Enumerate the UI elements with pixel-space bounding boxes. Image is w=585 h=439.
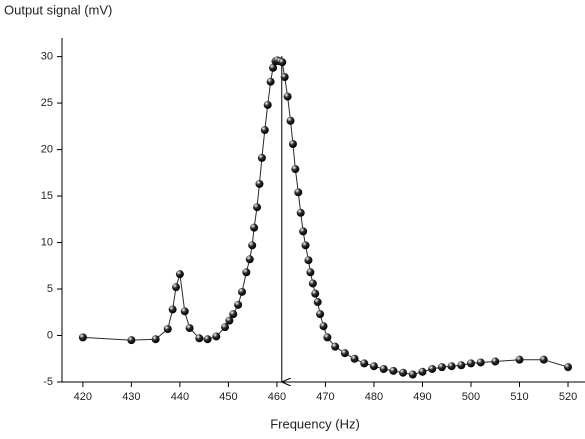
data-point	[78, 333, 87, 342]
data-point	[457, 361, 466, 370]
data-point	[175, 270, 184, 279]
data-point	[408, 370, 417, 379]
data-point	[311, 289, 320, 298]
x-tick-label: 420	[74, 391, 92, 403]
data-point	[195, 334, 204, 343]
data-point	[225, 316, 234, 325]
data-point	[564, 363, 573, 372]
data-point	[294, 188, 303, 197]
x-tick-label: 470	[316, 391, 334, 403]
data-point	[331, 342, 340, 351]
data-point	[263, 100, 272, 109]
y-tick-label: 0	[47, 329, 53, 341]
data-point	[340, 349, 349, 358]
data-point	[212, 332, 221, 341]
data-point	[221, 323, 230, 332]
data-point	[151, 335, 160, 344]
data-point	[319, 322, 328, 331]
data-point	[466, 359, 475, 368]
x-tick-label: 510	[510, 391, 528, 403]
data-point	[203, 335, 212, 344]
y-tick-label: 25	[41, 97, 53, 109]
data-point	[269, 63, 278, 72]
data-point	[369, 362, 378, 371]
data-point	[260, 126, 269, 135]
data-point	[237, 287, 246, 296]
y-tick-label: 10	[41, 236, 53, 248]
y-tick-label: 15	[41, 190, 53, 202]
data-point	[286, 116, 295, 125]
data-point	[437, 363, 446, 372]
data-point	[379, 364, 388, 373]
x-tick-label: 440	[171, 391, 189, 403]
data-point	[291, 165, 300, 174]
data-point	[180, 307, 189, 316]
data-point	[253, 203, 262, 212]
data-point	[280, 73, 289, 82]
data-point	[283, 92, 292, 101]
y-axis-label: Output signal (mV)	[4, 2, 112, 17]
y-tick-label: 30	[41, 51, 53, 63]
y-tick-label: 20	[41, 143, 53, 155]
data-point	[447, 362, 456, 371]
data-point	[255, 179, 264, 188]
x-axis-label: Frequency (Hz)	[270, 416, 360, 431]
data-point	[350, 354, 359, 363]
x-tick-label: 480	[365, 391, 383, 403]
y-tick-label: -5	[43, 376, 53, 388]
data-point	[360, 359, 369, 368]
x-tick-label: 500	[462, 391, 480, 403]
data-point	[428, 364, 437, 373]
data-point	[476, 358, 485, 367]
x-tick-label: 450	[219, 391, 237, 403]
data-point	[308, 279, 317, 288]
data-point	[316, 310, 325, 319]
x-tick-label: 490	[413, 391, 431, 403]
data-point	[163, 325, 172, 334]
data-point	[245, 255, 254, 264]
data-point	[389, 366, 398, 375]
data-point	[250, 223, 259, 232]
x-tick-label: 430	[122, 391, 140, 403]
data-point	[304, 256, 313, 265]
data-point	[229, 310, 238, 319]
data-point	[234, 300, 243, 309]
y-tick-label: 5	[47, 283, 53, 295]
data-point	[539, 355, 548, 364]
data-point	[491, 357, 500, 366]
data-point	[313, 298, 322, 307]
data-point	[301, 241, 310, 250]
data-point	[399, 368, 408, 377]
data-point	[185, 324, 194, 333]
data-point	[172, 283, 181, 292]
data-point	[248, 241, 257, 250]
data-point	[257, 153, 266, 162]
data-point	[306, 268, 315, 277]
data-point	[266, 77, 275, 86]
data-point	[278, 58, 287, 67]
x-tick-label: 520	[559, 391, 577, 403]
data-point	[288, 139, 297, 148]
data-point	[323, 333, 332, 342]
data-point	[418, 367, 427, 376]
x-tick-label: 460	[268, 391, 286, 403]
data-point	[127, 336, 136, 345]
data-point	[299, 227, 308, 236]
data-point	[242, 268, 251, 277]
data-point	[168, 305, 177, 314]
data-point	[515, 355, 524, 364]
data-point	[296, 208, 305, 217]
